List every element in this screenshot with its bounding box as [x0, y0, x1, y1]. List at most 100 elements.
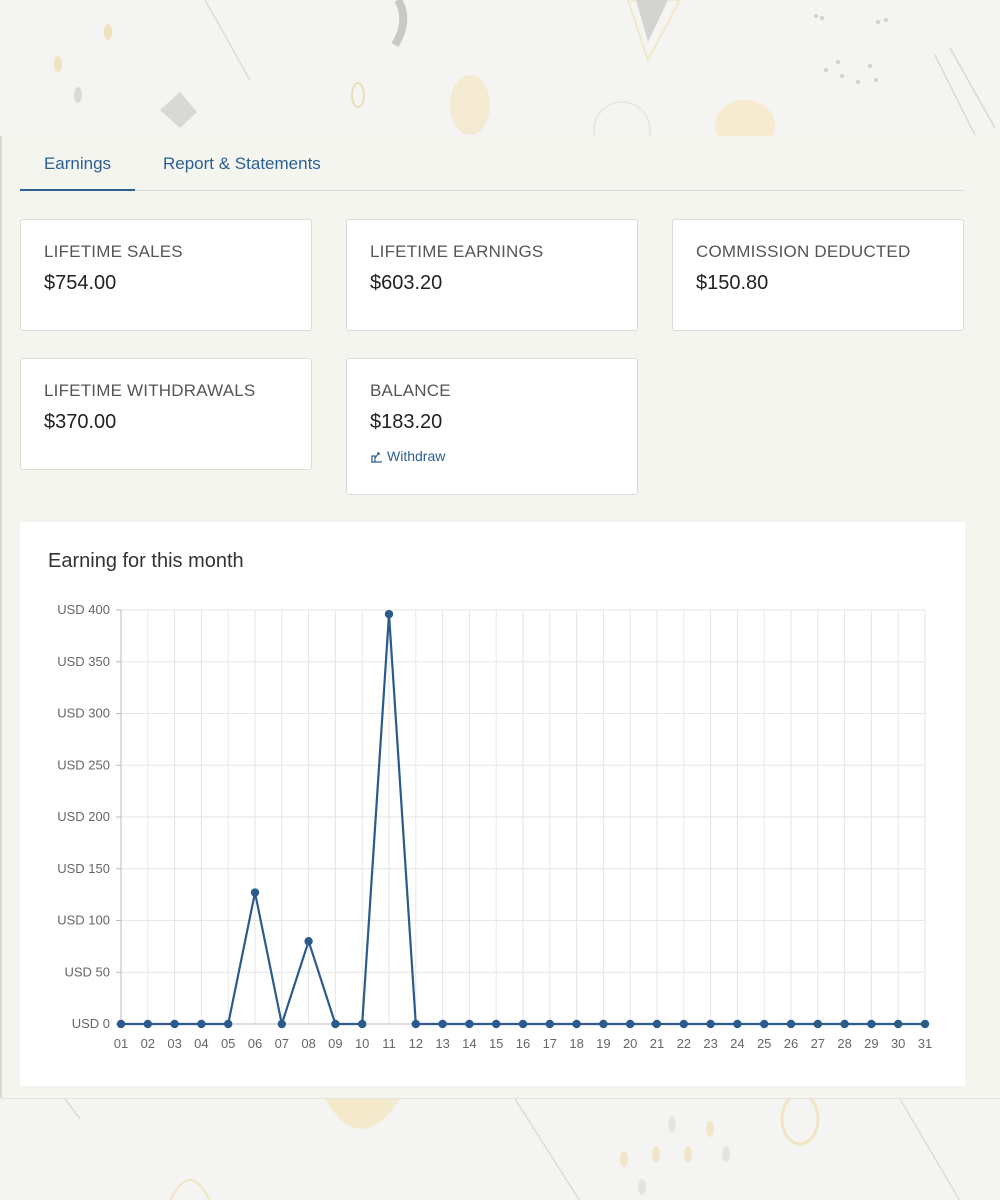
x-tick-label: 06	[248, 1036, 262, 1051]
card-lifetime-sales: LIFETIME SALES $754.00	[20, 219, 312, 331]
earnings-content: Earnings Report & Statements LIFETIME SA…	[0, 136, 1000, 1098]
x-tick-label: 11	[382, 1036, 396, 1051]
card-value: $603.20	[370, 272, 443, 294]
data-point	[465, 1019, 474, 1029]
x-tick-label: 07	[275, 1036, 289, 1051]
x-tick-label: 17	[543, 1036, 557, 1051]
card-label: LIFETIME WITHDRAWALS	[44, 381, 256, 400]
card-label: COMMISSION DEDUCTED	[696, 242, 911, 261]
x-tick-label: 12	[409, 1036, 423, 1051]
data-point	[304, 937, 313, 946]
data-point	[143, 1019, 152, 1029]
x-tick-label: 27	[811, 1036, 825, 1051]
data-point	[438, 1019, 447, 1029]
header-decoration	[54, 0, 996, 136]
data-point	[733, 1019, 742, 1029]
data-point	[840, 1019, 849, 1029]
y-tick-label: USD 150	[57, 861, 110, 876]
x-tick-label: 26	[784, 1036, 798, 1051]
x-tick-label: 21	[650, 1036, 664, 1051]
y-tick-label: USD 100	[57, 913, 110, 928]
data-point	[894, 1019, 903, 1029]
x-tick-label: 01	[114, 1036, 128, 1051]
x-tick-label: 03	[167, 1036, 181, 1051]
x-tick-label: 13	[435, 1036, 449, 1051]
tab-reports[interactable]: Report & Statements	[163, 154, 321, 173]
y-tick-label: USD 50	[64, 964, 110, 979]
x-tick-label: 04	[194, 1036, 208, 1051]
card-value: $183.20	[370, 411, 443, 433]
x-tick-label: 14	[462, 1036, 476, 1051]
data-point	[384, 609, 394, 619]
x-tick-label: 08	[301, 1036, 315, 1051]
data-point	[116, 1019, 126, 1029]
y-tick-label: USD 200	[57, 809, 110, 824]
x-tick-label: 30	[891, 1036, 905, 1051]
card-label: LIFETIME SALES	[44, 242, 183, 261]
data-point	[331, 1019, 340, 1029]
earnings-chart-panel: Earning for this month USD 0 USD 50 USD 10…	[20, 522, 965, 1086]
data-point	[679, 1019, 688, 1029]
card-commission-deducted: COMMISSION DEDUCTED $150.80	[672, 219, 964, 331]
data-point	[518, 1019, 528, 1029]
x-tick-label: 22	[677, 1036, 691, 1051]
x-tick-label: 09	[328, 1036, 342, 1051]
header-background	[0, 0, 1000, 136]
footer-background	[0, 1098, 1000, 1200]
x-tick-label: 23	[703, 1036, 717, 1051]
data-point	[277, 1019, 286, 1029]
data-point	[250, 888, 260, 897]
y-tick-label: USD 350	[57, 654, 110, 669]
tab-bar: Earnings Report & Statements	[20, 136, 965, 191]
tab-earnings[interactable]: Earnings	[20, 136, 135, 191]
card-lifetime-earnings: LIFETIME EARNINGS $603.20	[346, 219, 638, 331]
card-value: $370.00	[44, 411, 117, 433]
x-tick-label: 28	[837, 1036, 851, 1051]
x-tick-label: 20	[623, 1036, 637, 1051]
withdraw-link[interactable]: Withdraw	[370, 448, 614, 464]
card-label: LIFETIME EARNINGS	[370, 242, 544, 261]
data-point	[706, 1019, 715, 1029]
data-point	[786, 1019, 796, 1029]
x-tick-label: 18	[569, 1036, 583, 1051]
x-tick-label: 25	[757, 1036, 771, 1051]
data-point	[572, 1019, 581, 1029]
x-tick-label: 19	[596, 1036, 610, 1051]
data-point	[920, 1019, 930, 1029]
data-point	[760, 1019, 769, 1029]
data-point	[867, 1019, 876, 1029]
y-tick-label: USD 300	[57, 706, 110, 721]
x-tick-label: 10	[355, 1036, 369, 1051]
x-tick-label: 05	[221, 1036, 235, 1051]
y-tick-label: USD 0	[72, 1016, 110, 1031]
x-tick-label: 29	[864, 1036, 878, 1051]
x-tick-label: 31	[918, 1036, 932, 1051]
data-point	[813, 1019, 822, 1029]
data-point	[545, 1019, 554, 1029]
data-point	[197, 1019, 206, 1029]
y-tick-label: USD 250	[57, 757, 110, 772]
data-point	[492, 1019, 501, 1029]
x-tick-label: 02	[141, 1036, 155, 1051]
card-value: $754.00	[44, 272, 117, 294]
withdraw-icon	[371, 451, 382, 463]
data-point	[224, 1019, 233, 1029]
data-point	[358, 1019, 367, 1029]
footer-decoration	[64, 1099, 961, 1200]
x-tick-label: 24	[730, 1036, 744, 1051]
data-point	[411, 1019, 420, 1029]
card-value: $150.80	[696, 272, 769, 294]
data-point	[170, 1019, 179, 1029]
data-point	[626, 1019, 635, 1029]
chart-title: Earning for this month	[48, 550, 244, 572]
data-point	[652, 1019, 662, 1029]
card-lifetime-withdrawals: LIFETIME WITHDRAWALS $370.00	[20, 358, 312, 470]
earnings-line-chart: USD 0 USD 50 USD 100 USD 150 USD 200 USD 250 U…	[57, 602, 932, 1051]
x-tick-label: 15	[489, 1036, 503, 1051]
card-label: BALANCE	[370, 381, 451, 400]
data-point	[599, 1019, 608, 1029]
withdraw-label: Withdraw	[387, 448, 446, 464]
x-tick-label: 16	[516, 1036, 530, 1051]
y-tick-label: USD 400	[57, 602, 110, 617]
card-balance: BALANCE $183.20 Withdraw	[346, 358, 638, 495]
